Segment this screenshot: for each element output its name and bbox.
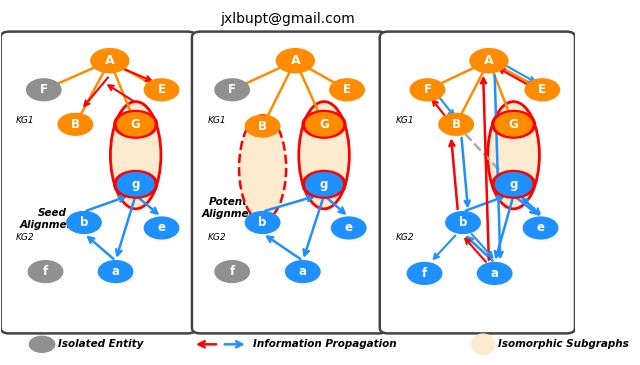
Text: Isomorphic Subgraphs: Isomorphic Subgraphs (498, 339, 629, 349)
Text: A: A (105, 54, 115, 67)
Text: f: f (43, 265, 48, 278)
Text: E: E (157, 83, 166, 96)
Text: A: A (291, 54, 300, 67)
Circle shape (114, 111, 157, 138)
Circle shape (477, 262, 512, 284)
Circle shape (446, 212, 480, 233)
Text: a: a (491, 267, 499, 280)
Text: b: b (459, 216, 467, 229)
Text: Seed
Alignments: Seed Alignments (19, 208, 85, 230)
Circle shape (58, 114, 93, 135)
Circle shape (306, 113, 342, 136)
Circle shape (407, 262, 442, 284)
Circle shape (410, 79, 445, 101)
Text: G: G (131, 118, 141, 131)
Text: g: g (131, 178, 140, 191)
Circle shape (495, 173, 532, 196)
Circle shape (525, 79, 559, 101)
Circle shape (28, 261, 63, 283)
Text: E: E (538, 83, 547, 96)
Circle shape (29, 336, 54, 352)
Text: Potential
Alignments: Potential Alignments (202, 197, 268, 219)
Circle shape (91, 49, 129, 73)
Text: e: e (157, 222, 166, 234)
Circle shape (285, 261, 320, 283)
Text: B: B (258, 120, 267, 132)
Circle shape (495, 113, 532, 136)
Circle shape (302, 111, 346, 138)
Circle shape (215, 261, 250, 283)
Circle shape (470, 49, 508, 73)
Text: a: a (111, 265, 120, 278)
Circle shape (99, 261, 132, 283)
Text: g: g (509, 178, 518, 191)
Circle shape (114, 170, 157, 198)
Text: f: f (230, 265, 235, 278)
Text: jxlbupt@gmail.com: jxlbupt@gmail.com (221, 12, 355, 26)
Circle shape (144, 79, 179, 101)
Text: KG2: KG2 (16, 233, 35, 242)
Circle shape (245, 115, 280, 137)
Circle shape (330, 79, 364, 101)
Text: B: B (71, 118, 80, 131)
Text: g: g (320, 178, 328, 191)
Circle shape (276, 49, 314, 73)
Text: F: F (228, 83, 236, 96)
Text: E: E (343, 83, 351, 96)
Ellipse shape (471, 333, 495, 355)
Text: G: G (509, 118, 518, 131)
Circle shape (306, 173, 342, 196)
FancyBboxPatch shape (1, 32, 196, 333)
Circle shape (492, 170, 536, 198)
FancyBboxPatch shape (192, 32, 387, 333)
Ellipse shape (488, 101, 540, 209)
Text: KG1: KG1 (396, 116, 414, 125)
Circle shape (245, 212, 280, 233)
Circle shape (117, 113, 154, 136)
Text: KG2: KG2 (207, 233, 226, 242)
Circle shape (332, 217, 366, 239)
Text: F: F (424, 83, 431, 96)
Ellipse shape (110, 101, 161, 209)
Circle shape (492, 111, 536, 138)
Text: f: f (422, 267, 427, 280)
Text: e: e (536, 222, 545, 234)
Text: b: b (80, 216, 88, 229)
Circle shape (26, 79, 61, 101)
Circle shape (144, 217, 179, 239)
Ellipse shape (239, 115, 286, 221)
Circle shape (67, 212, 101, 233)
Text: A: A (484, 54, 493, 67)
Circle shape (439, 114, 474, 135)
Text: F: F (40, 83, 48, 96)
Text: KG1: KG1 (16, 116, 35, 125)
Text: Information Propagation: Information Propagation (253, 339, 397, 349)
Ellipse shape (299, 101, 349, 209)
Text: B: B (452, 118, 461, 131)
Circle shape (524, 217, 558, 239)
Text: e: e (345, 222, 353, 234)
Text: Isolated Entity: Isolated Entity (58, 339, 143, 349)
FancyBboxPatch shape (380, 32, 575, 333)
Circle shape (117, 173, 154, 196)
Text: G: G (319, 118, 329, 131)
Text: KG2: KG2 (396, 233, 414, 242)
Text: b: b (259, 216, 267, 229)
Circle shape (215, 79, 250, 101)
Circle shape (302, 170, 346, 198)
Text: a: a (299, 265, 307, 278)
Text: KG1: KG1 (207, 116, 226, 125)
